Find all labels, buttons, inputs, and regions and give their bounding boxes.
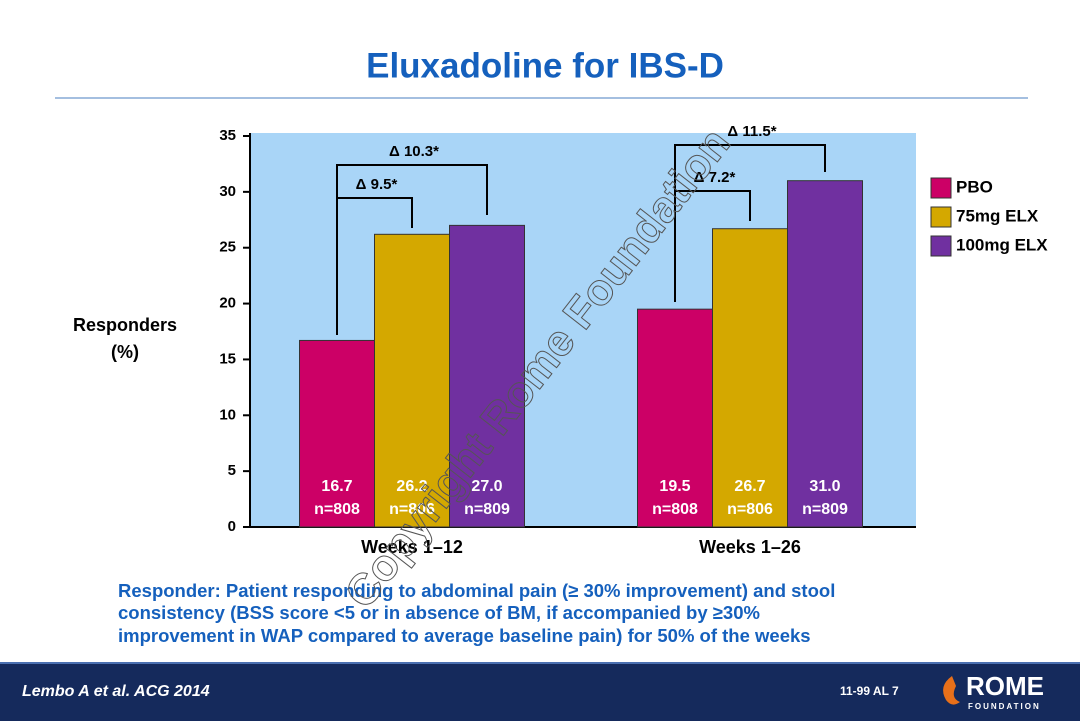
citation: Lembo A et al. ACG 2014 bbox=[22, 683, 210, 700]
value-label: 26.2 bbox=[396, 478, 427, 495]
y-tick-label: 35 bbox=[219, 127, 236, 144]
value-label: 27.0 bbox=[471, 478, 502, 495]
footer-band bbox=[0, 662, 1080, 721]
y-axis-label: Responders bbox=[73, 315, 177, 335]
y-axis-label: (%) bbox=[111, 342, 139, 362]
value-label: 31.0 bbox=[809, 478, 840, 495]
annotation: Δ 9.5* bbox=[356, 176, 398, 193]
logo-text: ROME bbox=[966, 671, 1044, 701]
footnote: improvement in WAP compared to average b… bbox=[118, 625, 811, 646]
n-label: n=806 bbox=[389, 501, 435, 518]
y-tick-label: 0 bbox=[228, 518, 236, 535]
legend-swatch bbox=[930, 206, 952, 228]
y-tick-label: 5 bbox=[228, 462, 236, 479]
bar bbox=[374, 233, 450, 528]
value-label: 26.7 bbox=[734, 478, 765, 495]
logo-subtext: FOUNDATION bbox=[968, 702, 1041, 711]
annotation: Δ 10.3* bbox=[389, 143, 439, 160]
legend-label: 100mg ELX bbox=[956, 235, 1048, 254]
annotation: Δ 7.2* bbox=[694, 169, 736, 186]
n-label: n=808 bbox=[652, 501, 698, 518]
footnote: consistency (BSS score <5 or in absence … bbox=[118, 602, 760, 623]
x-tick-label: Weeks 1–12 bbox=[361, 537, 463, 557]
value-label: 19.5 bbox=[659, 478, 690, 495]
y-tick-label: 20 bbox=[219, 295, 236, 312]
legend-label: PBO bbox=[956, 177, 993, 196]
y-tick-label: 15 bbox=[219, 350, 236, 367]
footnote: Responder: Patient responding to abdomin… bbox=[118, 580, 835, 601]
n-label: n=809 bbox=[464, 501, 510, 518]
bar bbox=[787, 180, 863, 528]
n-label: n=808 bbox=[314, 501, 360, 518]
legend-label: 75mg ELX bbox=[956, 206, 1039, 225]
logo-flame bbox=[943, 676, 960, 705]
legend-swatch bbox=[930, 235, 952, 257]
legend-swatch bbox=[930, 177, 952, 199]
bar bbox=[712, 228, 788, 528]
y-tick-label: 10 bbox=[219, 406, 236, 423]
bar bbox=[637, 308, 713, 528]
y-tick-label: 30 bbox=[219, 183, 236, 200]
y-tick-label: 25 bbox=[219, 239, 236, 256]
value-label: 16.7 bbox=[321, 478, 352, 495]
bracket bbox=[674, 144, 826, 302]
slide-title: Eluxadoline for IBS-D bbox=[366, 46, 724, 85]
annotation: Δ 11.5* bbox=[727, 123, 776, 140]
bar bbox=[449, 224, 525, 528]
bracket bbox=[336, 164, 488, 335]
slide-code: 11-99 AL 7 bbox=[840, 684, 899, 698]
n-label: n=806 bbox=[727, 501, 773, 518]
n-label: n=809 bbox=[802, 501, 848, 518]
x-tick-label: Weeks 1–26 bbox=[699, 537, 801, 557]
bar bbox=[299, 339, 375, 528]
